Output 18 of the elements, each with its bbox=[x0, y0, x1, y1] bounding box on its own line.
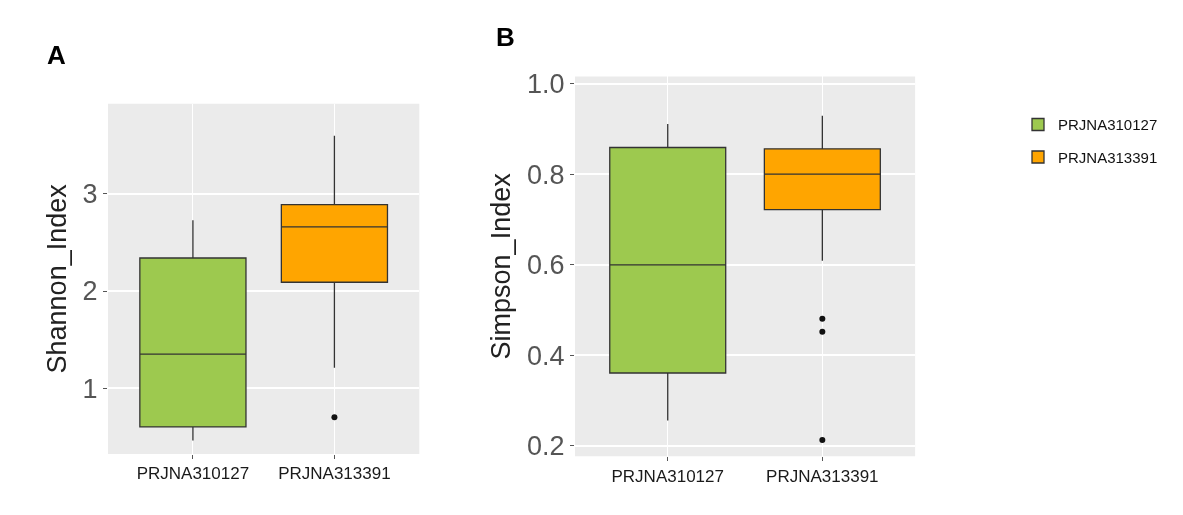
x-tick-label: PRJNA313391 bbox=[766, 466, 879, 486]
y-tick-label: 1 bbox=[82, 373, 98, 404]
legend-label: PRJNA310127 bbox=[1058, 116, 1158, 134]
chart-title: B bbox=[496, 22, 515, 52]
x-tick-label: PRJNA313391 bbox=[278, 464, 391, 484]
y-axis-title: Simpson_Index bbox=[486, 172, 517, 360]
x-tick-label: PRJNA310127 bbox=[136, 464, 250, 484]
y-tick-label: 1.0 bbox=[527, 69, 565, 100]
y-tick-label: 0.4 bbox=[527, 340, 565, 371]
y-tick-label: 3 bbox=[82, 179, 98, 210]
x-tick-label: PRJNA310127 bbox=[611, 466, 724, 486]
chart-title: A bbox=[47, 40, 66, 70]
legend-label: PRJNA313391 bbox=[1058, 148, 1158, 166]
y-tick-label: 2 bbox=[82, 276, 98, 307]
y-tick-label: 0.6 bbox=[527, 250, 565, 281]
y-tick-label: 0.2 bbox=[527, 431, 565, 462]
y-axis-title: Shannon_Index bbox=[41, 183, 72, 374]
y-tick-label: 0.8 bbox=[527, 159, 565, 190]
